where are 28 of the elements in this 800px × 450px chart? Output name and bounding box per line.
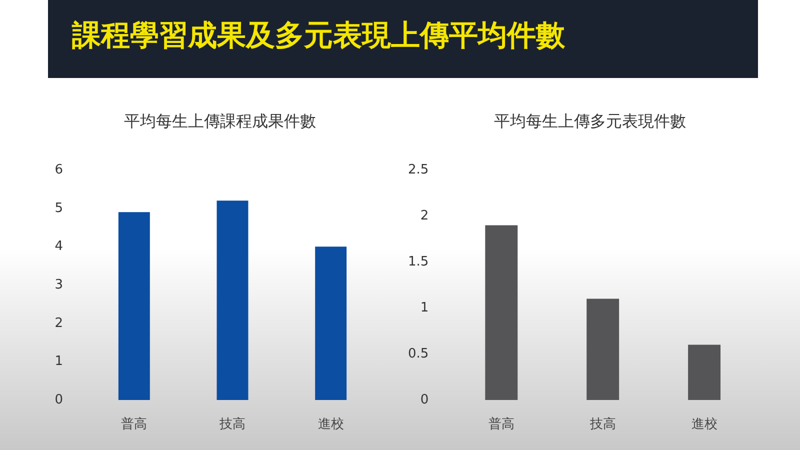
bar	[485, 225, 518, 400]
y-tick-label: 0	[54, 392, 63, 408]
bar	[586, 298, 620, 400]
bar	[688, 344, 721, 400]
x-tick-label: 進校	[691, 417, 718, 432]
y-tick-label: 0.5	[408, 346, 429, 362]
y-tick-label: 6	[54, 162, 63, 178]
chart-title: 平均每生上傳課程成果件數	[124, 112, 316, 130]
bar	[315, 246, 347, 400]
x-tick-label: 技高	[588, 416, 616, 432]
y-tick-label: 1	[54, 354, 63, 370]
y-tick-label: 2	[420, 208, 429, 224]
y-tick-label: 1	[420, 300, 429, 316]
y-tick-label: 5	[54, 200, 63, 216]
x-tick-label: 普高	[121, 416, 148, 432]
y-tick-label: 1.5	[408, 254, 429, 270]
x-tick-label: 技高	[218, 416, 246, 432]
bar	[118, 212, 150, 400]
y-tick-label: 3	[54, 278, 63, 292]
bar	[216, 200, 248, 400]
chart-title: 平均每生上傳多元表現件數	[494, 112, 686, 130]
y-tick-label: 2	[54, 316, 63, 331]
y-tick-label: 2.5	[408, 162, 429, 178]
y-tick-label: 0	[420, 392, 429, 408]
x-tick-label: 普高	[488, 416, 514, 432]
y-tick-label: 4	[54, 239, 63, 254]
x-tick-label: 進校	[318, 417, 344, 432]
text: 課程學習成果及多元表現上傳平均件數	[70, 17, 566, 54]
